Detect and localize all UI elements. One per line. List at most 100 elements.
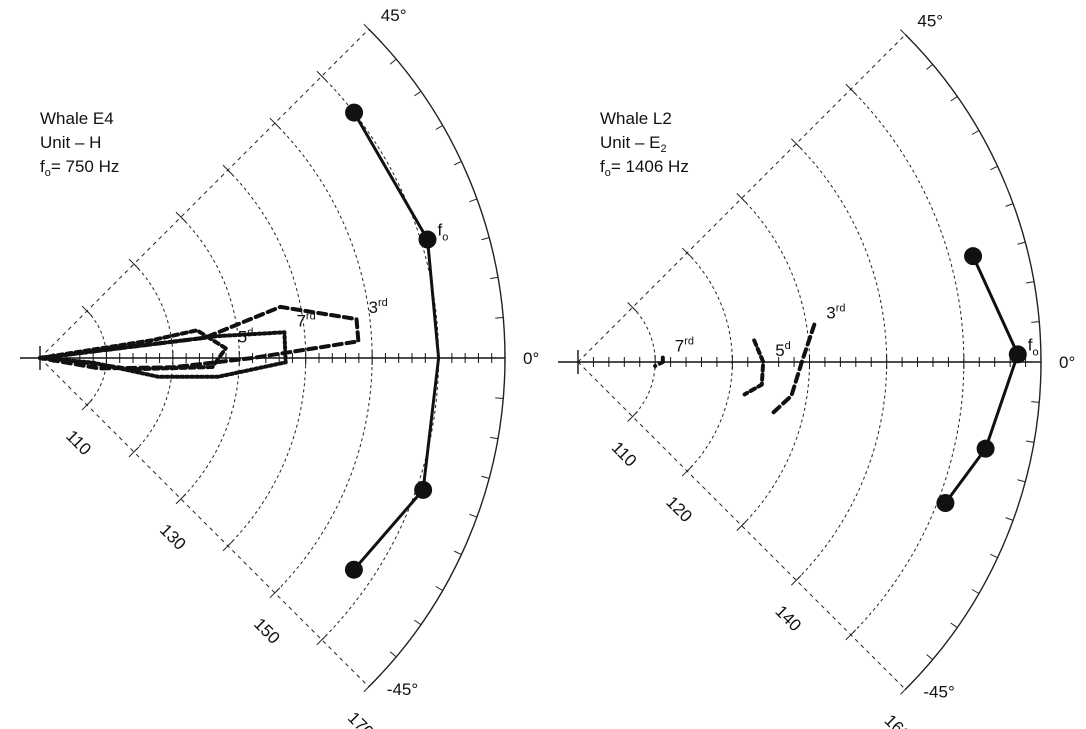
series-label: 7rd [296, 310, 315, 330]
boundary-ray [39, 357, 370, 688]
series-line-7rd [38, 330, 288, 379]
ray-tick [222, 540, 234, 552]
radial-tick-label: 130 [156, 520, 189, 553]
data-point-marker [936, 494, 955, 513]
series-label: 7rd [675, 336, 694, 356]
ray-tick [681, 247, 693, 259]
data-point-marker [976, 439, 995, 458]
radial-tick-label: 140 [771, 602, 804, 635]
arc-tick [435, 125, 443, 130]
series-layer [38, 103, 441, 579]
ray-tick [269, 587, 281, 599]
ray-tick [222, 164, 234, 176]
angle-label-top: 45° [917, 12, 943, 31]
arc-tick [950, 96, 958, 102]
radial-tick-label: 160dB [881, 711, 931, 729]
data-point-marker [345, 103, 364, 122]
ray-tick [128, 446, 140, 458]
arc-tick [990, 165, 998, 171]
ray-tick [736, 193, 747, 204]
arc-tick [489, 436, 499, 440]
series-label: 5d [238, 326, 254, 346]
title-line-2: Unit – H [40, 133, 101, 152]
ray-tick [81, 305, 93, 317]
arc-tick [481, 237, 490, 241]
series-line-3rd [769, 322, 817, 416]
arc-tick [1026, 281, 1035, 284]
ray-tick [316, 634, 328, 646]
arc-tick [481, 475, 490, 479]
series-line-fo [352, 111, 441, 572]
series-label: 5d [775, 340, 791, 360]
grid-arc [86, 310, 107, 406]
arc-tick [950, 622, 958, 628]
ray-tick [790, 138, 802, 150]
boundary-ray [39, 28, 370, 359]
data-point-marker [964, 247, 983, 266]
ray-tick [363, 23, 375, 35]
ray-tick [900, 684, 911, 695]
arc-tick [971, 130, 980, 135]
arc-tick [435, 586, 443, 591]
series-label: 3rd [368, 297, 387, 317]
series-layer [653, 247, 1027, 513]
ray-tick [316, 70, 328, 82]
ray-tick [845, 83, 857, 95]
series-label: 3rd [826, 303, 845, 323]
polar-grid [20, 23, 506, 693]
arc-tick [414, 90, 422, 97]
ray-tick [627, 411, 638, 422]
arc-tick [1005, 517, 1014, 521]
ray-tick [790, 574, 802, 586]
arc-tick [495, 397, 504, 400]
arc-tick [495, 316, 504, 319]
ray-tick [627, 302, 638, 313]
data-point-marker [414, 480, 433, 499]
ray-tick [81, 399, 93, 411]
fo-label: fo= 750 Hz [40, 157, 119, 179]
fo-label: fo= 1406 Hz [600, 157, 689, 179]
ray-tick [681, 465, 693, 477]
arc-tick [1005, 203, 1014, 207]
angle-label-zero: 0° [1059, 353, 1075, 372]
ray-tick [175, 211, 187, 223]
ray-tick [845, 629, 857, 641]
ray-tick [128, 258, 140, 270]
ray-tick [736, 520, 747, 531]
radial-tick-label: 110 [608, 438, 641, 471]
arc-tick [926, 64, 933, 70]
chart-whale-l2: Whale L2 Unit – E2 fo= 1406 Hz 110 120 140… [558, 12, 1075, 729]
radial-tick-label: 110 [62, 426, 95, 459]
arc-tick [1031, 401, 1040, 403]
series-label: fo [1028, 335, 1039, 358]
series-label: fo [438, 221, 449, 244]
polar-grid [558, 29, 1042, 695]
arc-tick [1017, 479, 1026, 483]
radial-tick-label: 120 [662, 493, 695, 526]
radial-tick-label: 150 [250, 614, 283, 647]
series-line-5d [742, 338, 766, 397]
data-point-marker [1008, 345, 1027, 364]
arc-tick [1017, 241, 1026, 245]
arc-tick [389, 58, 397, 65]
arc-tick [469, 198, 478, 203]
arc-tick [990, 553, 998, 559]
ray-tick [269, 117, 281, 129]
text-layer: Whale E4 Unit – H fo= 750 Hz 110 130 150 17… [40, 6, 539, 729]
angle-label-zero: 0° [523, 349, 539, 368]
unit-label: Unit – E2 [600, 133, 667, 155]
arc-tick [1026, 440, 1035, 443]
arc-tick [389, 651, 397, 658]
ray-tick [900, 29, 911, 40]
data-point-marker [344, 560, 363, 579]
data-point-marker [418, 230, 437, 249]
grid-arc [227, 169, 307, 547]
radial-tick-label: 170dB [344, 708, 394, 729]
arc-tick [1031, 321, 1040, 323]
ray-tick [175, 493, 187, 505]
angle-label-bottom: -45° [387, 680, 418, 699]
angle-label-top: 45° [381, 6, 407, 25]
ray-tick [363, 681, 375, 693]
arc-tick [469, 513, 478, 518]
